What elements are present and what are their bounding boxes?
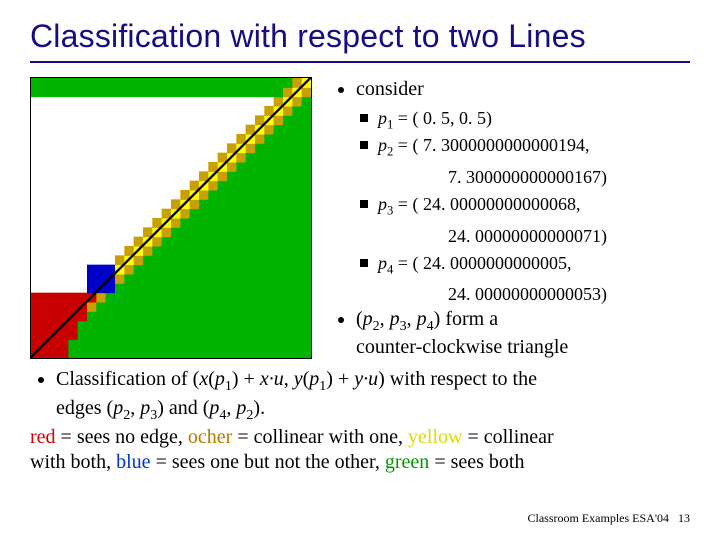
title-rule: [30, 61, 690, 63]
cl-line2: edges (p2, p3) and (p4, p2).: [56, 396, 690, 425]
cl2-p3: p: [140, 397, 150, 419]
cl-xu: x·u: [260, 368, 284, 390]
exp2-a: with both,: [30, 451, 116, 473]
cl-y: y: [294, 368, 303, 390]
explain-line2: with both, blue = sees one but not the o…: [30, 450, 690, 476]
p3-val: = ( 24. 00000000000068,: [393, 194, 580, 214]
exp-blue: blue: [116, 451, 150, 473]
tri-p3: p: [390, 308, 400, 330]
tri-p4: p: [417, 308, 427, 330]
classification-item: Classification of (x(p1) + x·u, y(p1) + …: [56, 367, 690, 425]
exp-green: green: [385, 451, 429, 473]
cl-p1a: p: [215, 368, 225, 390]
p2-var: p: [378, 135, 387, 155]
p4-val: = ( 24. 0000000000005,: [393, 253, 571, 273]
cl2-sep2: ,: [226, 397, 236, 419]
triangle-item: (p2, p3, p4) form a counter-clockwise tr…: [356, 307, 690, 362]
tri-s2: 2: [373, 319, 380, 334]
footer-text: Classroom Examples ESA'04: [528, 511, 670, 525]
p1-item: p1 = ( 0. 5, 0. 5): [378, 107, 690, 133]
cl-a: Classification of (: [56, 368, 199, 390]
p3-var: p: [378, 194, 387, 214]
cl2-p2b: p: [236, 397, 246, 419]
tri-open: (: [356, 308, 363, 330]
tri-s4: 4: [427, 319, 434, 334]
cl-plus1: +: [239, 368, 260, 390]
cl-cma: ,: [284, 368, 294, 390]
cl-p1b: p: [309, 368, 319, 390]
cl2-p2: p: [113, 397, 123, 419]
p3-val-cont: 24. 00000000000071): [356, 225, 690, 248]
exp-green-t: = sees both: [429, 451, 524, 473]
p1-var: p: [378, 108, 387, 128]
exp-yellow-t: = collinear: [462, 426, 553, 448]
cl-x: x: [199, 368, 208, 390]
explain-line1: red = sees no edge, ocher = collinear wi…: [30, 425, 690, 451]
page-title: Classification with respect to two Lines: [30, 18, 690, 55]
consider-label: consider: [356, 78, 424, 100]
p4-var: p: [378, 253, 387, 273]
slide-footer: Classroom Examples ESA'04 13: [528, 511, 691, 526]
p3-item: p3 = ( 24. 00000000000068,: [378, 193, 690, 219]
p4-val-cont: 24. 00000000000053): [356, 283, 690, 306]
tri-line2: counter-clockwise triangle: [356, 335, 690, 361]
cl-b: ) with respect to the: [378, 368, 537, 390]
cl2-close: ).: [253, 397, 265, 419]
figure-svg: [30, 77, 312, 359]
tri-sep1: ,: [380, 308, 390, 330]
cl-cl1: ): [232, 368, 239, 390]
p2-val: = ( 7. 3000000000000194,: [393, 135, 589, 155]
cl-s1a: 1: [225, 379, 232, 394]
classification-figure: [30, 77, 312, 361]
cl-op1: (: [208, 368, 215, 390]
tri-sep2: ,: [407, 308, 417, 330]
p2-item: p2 = ( 7. 3000000000000194,: [378, 134, 690, 160]
tri-p2: p: [363, 308, 373, 330]
cl2-and: ) and (: [157, 397, 209, 419]
cl-plus2: +: [333, 368, 354, 390]
footer-page: 13: [678, 511, 690, 525]
exp-red-t: = sees no edge,: [56, 426, 188, 448]
cl2-a: edges (: [56, 397, 113, 419]
exp-yellow: yellow: [408, 426, 462, 448]
tri-s3: 3: [400, 319, 407, 334]
exp-blue-t: = sees one but not the other,: [151, 451, 385, 473]
cl-cl2: ): [326, 368, 333, 390]
cl2-p4: p: [209, 397, 219, 419]
consider-item: consider p1 = ( 0. 5, 0. 5) p2 = ( 7. 30…: [356, 77, 690, 307]
exp-red: red: [30, 426, 56, 448]
cl2-sep1: ,: [130, 397, 140, 419]
tri-close: ) form a: [434, 308, 498, 330]
cl-yu: y·u: [354, 368, 378, 390]
p4-item: p4 = ( 24. 0000000000005,: [378, 252, 690, 278]
p1-val: = ( 0. 5, 0. 5): [393, 108, 492, 128]
exp-ocher: ocher: [188, 426, 232, 448]
p2-val-cont: 7. 300000000000167): [356, 166, 690, 189]
exp-ocher-t: = collinear with one,: [232, 426, 408, 448]
